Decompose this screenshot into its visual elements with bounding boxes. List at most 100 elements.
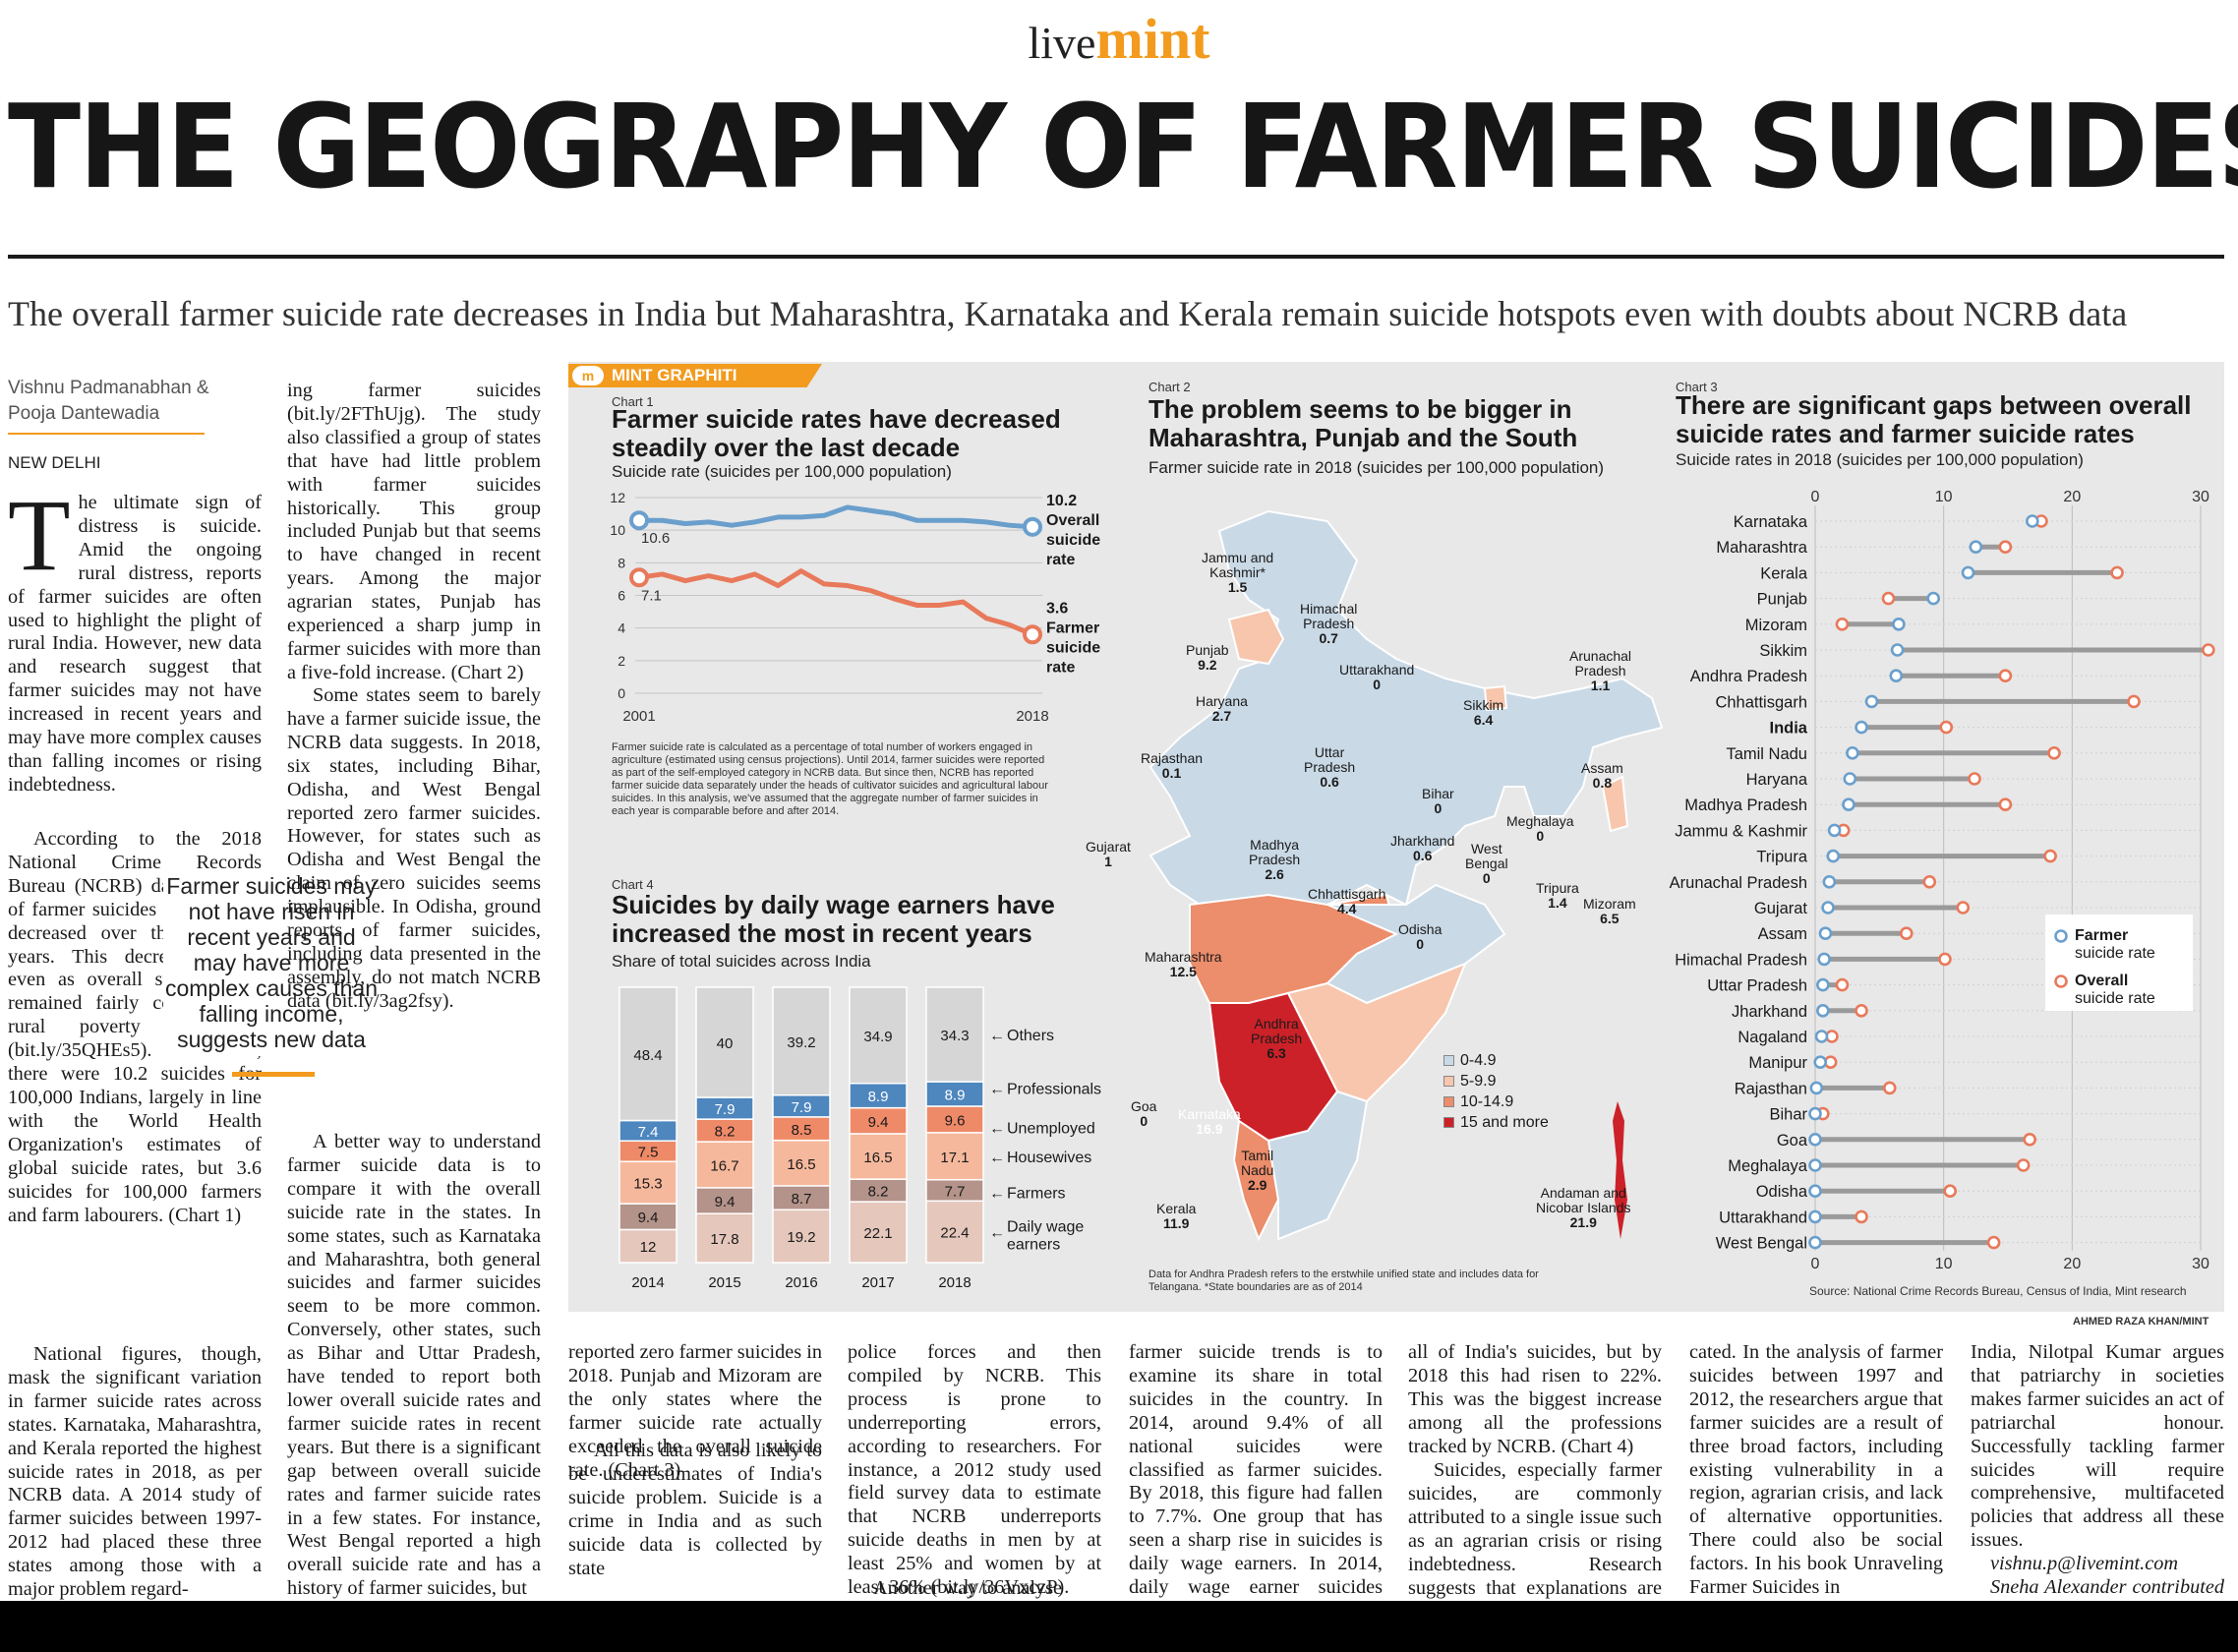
chart4-bar-segment bbox=[849, 986, 908, 1085]
chart3-state-label: Tamil Nadu bbox=[1726, 745, 1807, 763]
chart4-data-label: 8.7 bbox=[792, 1191, 812, 1208]
chart3-xtick-label: 0 bbox=[1811, 1256, 1820, 1268]
map-andaman bbox=[1613, 1101, 1627, 1239]
map-region-value: 0.1 bbox=[1161, 765, 1182, 781]
chart3-subtitle: Suicide rates in 2018 (suicides per 100,… bbox=[1676, 450, 2084, 469]
map-region-name: Bihar bbox=[1422, 786, 1454, 801]
map-label: Jammu and Kashmir* 1.5 bbox=[1202, 551, 1273, 595]
chart3-state-label: Assam bbox=[1758, 925, 1807, 943]
map-legend-label: 5-9.9 bbox=[1460, 1073, 1497, 1090]
map-legend: 0-4.9 5-9.9 10-14.9 15 and more bbox=[1443, 1050, 1549, 1133]
chart3-farmer-point bbox=[1808, 1184, 1822, 1199]
map-legend-swatch bbox=[1443, 1117, 1454, 1128]
chart1-end-label: suicide bbox=[1046, 532, 1100, 549]
map-region-name: Rajasthan bbox=[1141, 750, 1204, 766]
chart3-overall-point bbox=[1922, 874, 1937, 889]
chart3-farmer-point bbox=[1843, 772, 1857, 786]
map-region-value: 2.9 bbox=[1248, 1177, 1267, 1193]
map-region-value: 11.9 bbox=[1162, 1215, 1190, 1231]
map-legend-item: 15 and more bbox=[1443, 1112, 1549, 1133]
map-region-name: Goa bbox=[1131, 1098, 1157, 1114]
chart4-bar-segment bbox=[772, 1139, 831, 1187]
chart3-farmer-point bbox=[1808, 1210, 1822, 1224]
author-email[interactable]: vishnu.p@livemint.com bbox=[1990, 1553, 2179, 1575]
chart3-xtick-label: 30 bbox=[2192, 1256, 2209, 1268]
chart3-overall-point bbox=[1855, 1003, 1868, 1018]
article-col1-bottom: National figures, though, mask the signi… bbox=[8, 1343, 262, 1601]
map-region-value: 6.3 bbox=[1266, 1045, 1286, 1061]
chart3-farmer-point bbox=[1846, 745, 1859, 760]
chart4-data-label: 9.6 bbox=[945, 1112, 966, 1129]
chart3-state-label: Uttarakhand bbox=[1719, 1209, 1807, 1226]
chart3-farmer-point bbox=[1855, 720, 1868, 735]
article-col8-text: India, Nilotpal Kumar argues that patria… bbox=[1971, 1341, 2224, 1552]
chart2-title: The problem seems to be bigger in Mahara… bbox=[1148, 394, 1578, 452]
chart3-legend-label: Farmer bbox=[2075, 927, 2128, 944]
map-label: Arunachal Pradesh 1.1 bbox=[1569, 649, 1631, 693]
chart4-data-label: 9.4 bbox=[868, 1114, 889, 1131]
chart4-legend-arrow: ← bbox=[989, 1120, 1005, 1137]
map-region-value: 0 bbox=[1434, 800, 1443, 816]
chart4-data-label: 16.5 bbox=[787, 1156, 815, 1173]
chart1-ytick-label: 8 bbox=[618, 555, 625, 570]
chart3-dumbbell-chart: 0 0 10 10 20 20 30 30 Karnataka Maharashtra Kerala… bbox=[1670, 489, 2215, 1268]
chart3-xtick-label: 20 bbox=[2063, 489, 2081, 505]
map-region-name: Uttarakhand bbox=[1339, 662, 1415, 678]
chart4-data-label: 9.4 bbox=[638, 1210, 659, 1226]
chart4-bar-segment bbox=[925, 1132, 984, 1181]
chart3-farmer-point bbox=[1821, 901, 1835, 914]
chart4-title: Suicides by daily wage earners have incr… bbox=[612, 890, 1055, 948]
chart3-farmer-point bbox=[1814, 1030, 1829, 1043]
chart3-title: There are significant gaps between overa… bbox=[1676, 390, 2192, 448]
map-region-value: 0.8 bbox=[1592, 775, 1613, 791]
pull-quote-rule bbox=[232, 1072, 315, 1077]
map-region-name: Karnataka bbox=[1178, 1106, 1241, 1122]
map-north bbox=[1148, 509, 1664, 926]
byline: Vishnu Padmanabhan & Pooja Dantewadia bbox=[8, 376, 209, 427]
map-label: West Bengal 0 bbox=[1465, 842, 1508, 886]
chart3-overall-point bbox=[1956, 901, 1971, 914]
chart4-legend-label: Housewives bbox=[1007, 1150, 1091, 1166]
chart3-farmer-point bbox=[1826, 849, 1841, 863]
chart3-farmer-point bbox=[1969, 540, 1983, 554]
article-col1-mid: According to the 2018 National Crime Rec… bbox=[8, 828, 262, 1226]
chart4-category-label: 2018 bbox=[938, 1274, 971, 1291]
map-label: Madhya Pradesh 2.6 bbox=[1249, 838, 1300, 882]
chart3-legend-label: Overall bbox=[2075, 973, 2128, 989]
article-col2: ing farmer suicides (bit.ly/2FThUjg). Th… bbox=[287, 380, 541, 683]
chart1-ytick-label: 2 bbox=[618, 653, 625, 669]
chart3-overall-point bbox=[1939, 720, 1954, 735]
chart3-overall-point bbox=[2023, 1132, 2037, 1147]
map-label: Assam 0.8 bbox=[1581, 761, 1623, 791]
chart1-end-label: Overall bbox=[1046, 512, 1099, 529]
chart4-bar-segment bbox=[849, 1082, 908, 1109]
chart1-start-label: 10.6 bbox=[641, 530, 670, 547]
chart4-legend-arrow: ← bbox=[989, 1150, 1005, 1166]
chart3-farmer-point bbox=[1892, 618, 1906, 631]
chart3-farmer-point bbox=[1808, 1158, 1822, 1172]
map-legend-item: 0-4.9 bbox=[1443, 1050, 1549, 1071]
chart4-legend-arrow: ← bbox=[989, 1186, 1005, 1203]
article-col4-b: Another way to analyse bbox=[873, 1577, 1063, 1599]
chart3-state-label: Punjab bbox=[1757, 591, 1807, 609]
chart1-series-line bbox=[639, 504, 1033, 530]
map-region-value: 4.4 bbox=[1336, 901, 1357, 916]
chart4-bar-segment bbox=[925, 1081, 984, 1107]
chart3-overall-point bbox=[2016, 1158, 2031, 1172]
chart3-farmer-point bbox=[1816, 977, 1830, 992]
chart3-state-label: Haryana bbox=[1746, 771, 1808, 789]
map-label: Haryana 2.7 bbox=[1196, 694, 1248, 724]
chart1-xtick-label: 2001 bbox=[622, 708, 655, 725]
map-region-name: Himachal bbox=[1300, 601, 1358, 617]
chart4-data-label: 39.2 bbox=[787, 1034, 815, 1051]
map-region-value: 6.5 bbox=[1600, 911, 1620, 926]
chart4-data-label: 8.5 bbox=[792, 1122, 812, 1139]
map-label: Uttar Pradesh 0.6 bbox=[1304, 745, 1355, 790]
chart3-farmer-point bbox=[1809, 1081, 1824, 1095]
chart3-xtick-label: 10 bbox=[1935, 489, 1953, 505]
article-col4: police forces and then compiled by NCRB.… bbox=[848, 1341, 1101, 1599]
chart3-state-label: Kerala bbox=[1760, 564, 1808, 582]
chart1-ytick-label: 0 bbox=[618, 685, 625, 701]
chart4-legend-label: Professionals bbox=[1007, 1082, 1101, 1098]
